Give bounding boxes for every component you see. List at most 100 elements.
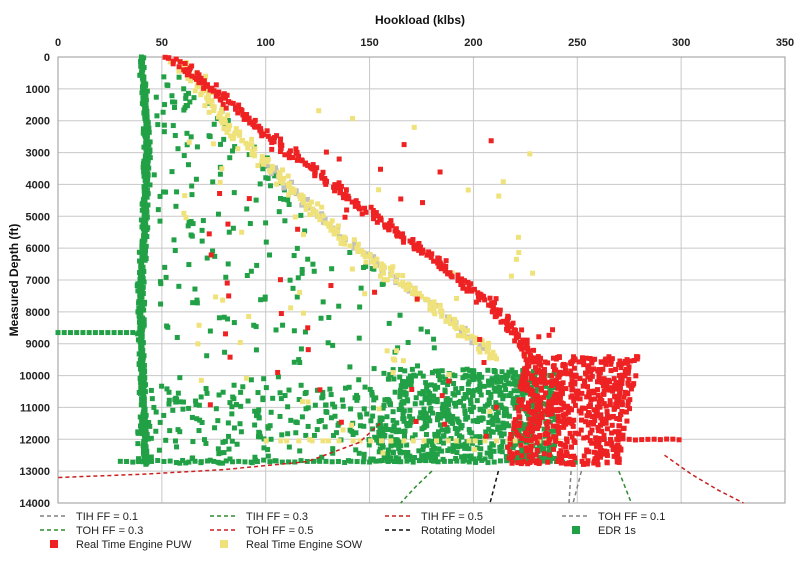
edr-marker [458,425,464,431]
puw-marker [608,436,614,442]
edr-marker [267,183,273,189]
edr-marker [513,378,519,384]
edr-marker [491,459,497,465]
sow-marker [464,335,470,341]
edr-marker [354,397,360,403]
y-tick-label: 14000 [19,498,50,510]
edr-marker [425,415,431,421]
puw-marker [581,362,587,368]
edr-marker [455,426,461,432]
puw-marker [535,425,541,431]
edr-marker [491,385,497,391]
edr-marker [136,330,142,336]
edr-marker [138,387,144,393]
edr-marker [473,459,479,465]
y-tick-label: 10000 [19,371,50,383]
puw-marker [561,370,567,376]
edr-marker [439,368,445,374]
puw-marker [594,443,600,449]
edr-marker [254,459,260,465]
sow-marker [555,438,561,444]
edr-marker [227,155,233,161]
edr-marker [260,166,266,172]
edr-marker [482,456,488,462]
puw-marker [592,418,598,424]
puw-marker [603,403,609,409]
edr-marker [117,458,123,464]
edr-marker [204,390,210,396]
edr-marker [186,405,192,411]
edr-marker [244,206,250,212]
edr-marker [553,414,559,420]
puw-marker [532,365,538,371]
puw-marker [259,133,265,139]
edr-marker [137,423,143,429]
sow-marker [384,348,390,354]
edr-marker [388,443,394,449]
engine-gray-marker [352,242,358,248]
edr-marker [161,412,167,418]
puw-marker [557,381,563,387]
edr-marker [230,225,236,231]
edr-marker [408,378,414,384]
sow-marker [401,283,407,289]
edr-marker [172,247,178,253]
edr-marker [144,108,150,114]
edr-marker [529,403,535,409]
y-tick-label: 3000 [26,148,50,160]
puw-marker [528,443,534,449]
sow-marker [219,166,225,172]
puw-marker [632,437,638,443]
edr-marker [552,385,558,391]
puw-marker [558,460,564,466]
edr-marker [149,396,155,402]
edr-marker [401,408,407,414]
edr-marker [408,382,414,388]
puw-marker [264,128,270,134]
puw-marker [497,311,503,317]
edr-marker [489,441,495,447]
edr-marker [469,440,475,446]
edr-marker [221,136,227,142]
edr-marker [279,432,285,438]
edr-marker [397,429,403,435]
edr-marker [460,458,466,464]
puw-marker [585,458,591,464]
edr-marker [330,401,336,407]
edr-marker [497,448,503,454]
edr-marker [549,428,555,434]
puw-marker [531,414,537,420]
puw-marker [616,430,622,436]
edr-marker [364,411,370,417]
y-tick-label: 1000 [26,84,50,96]
edr-marker [495,388,501,394]
edr-marker [546,448,552,454]
sow-marker [182,193,188,199]
puw-marker [524,367,530,373]
puw-marker [193,76,199,82]
sow-marker [326,223,332,229]
engine-gray-marker [371,254,377,260]
edr-marker [138,390,144,396]
puw-marker [601,432,607,438]
puw-marker [620,426,626,432]
puw-marker [522,430,528,436]
edr-marker [437,415,443,421]
edr-marker [172,438,178,444]
sow-marker [206,99,212,105]
puw-marker [533,452,539,458]
puw-marker [664,436,670,442]
edr-marker [267,252,273,258]
edr-marker [340,403,346,409]
puw-marker [587,438,593,444]
edr-marker [204,255,210,261]
puw-marker [233,106,239,112]
edr-marker [302,228,308,234]
edr-marker [261,376,267,382]
puw-marker [332,182,338,188]
puw-marker [606,377,612,383]
puw-marker [323,149,329,155]
edr-marker [173,399,179,405]
edr-marker [435,459,441,465]
sow-marker [249,151,255,157]
